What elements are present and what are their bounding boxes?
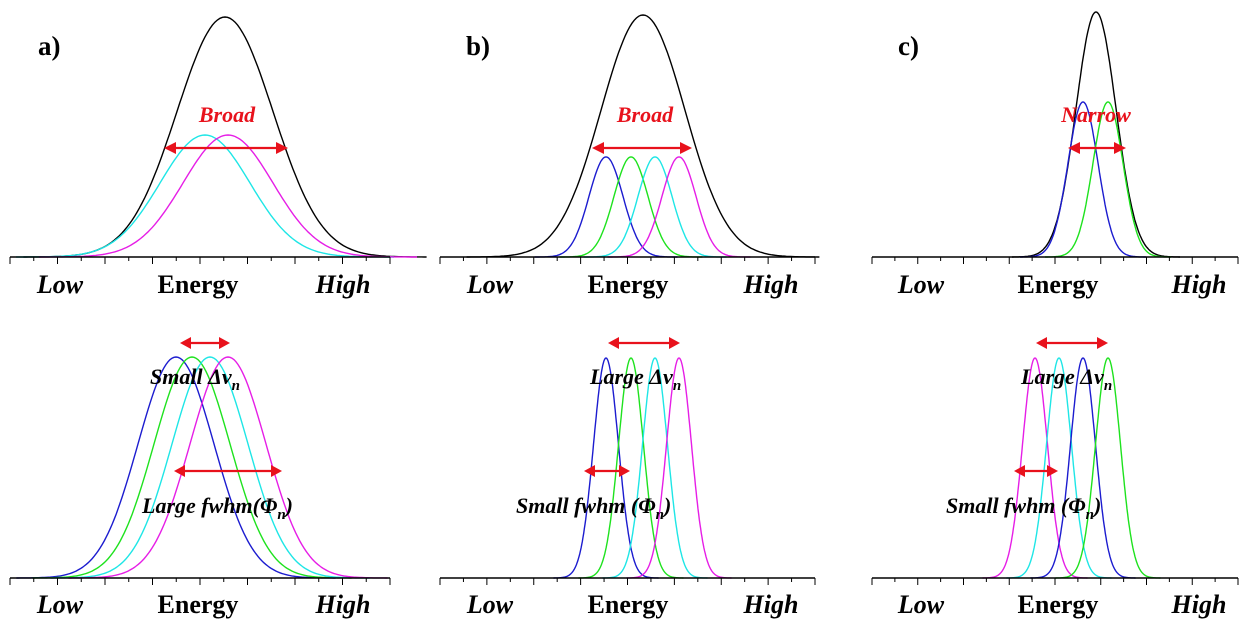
blue-curve — [534, 156, 678, 258]
envelope-curve — [1012, 11, 1180, 258]
panel-c-top-plot: Narrow Low Energy High — [871, 11, 1239, 299]
panel-c-letter: c) — [898, 31, 919, 61]
envelope-curve — [466, 14, 820, 258]
narrow-label: Narrow — [1060, 102, 1131, 127]
large-fwhm-label: Large fwhm(Φn) — [141, 493, 293, 523]
large-delta-v-label: Large Δvn — [1020, 364, 1112, 394]
broad-label: Broad — [616, 102, 674, 127]
panel-a-top-plot: Broad Low Energy High — [9, 16, 427, 299]
small-fwhm-label: Small fwhm (Φn) — [516, 493, 671, 523]
axis-low-label: Low — [897, 590, 945, 619]
axis-ticks — [871, 578, 1239, 585]
broad-arrow — [164, 142, 288, 154]
green-curve — [1055, 357, 1161, 579]
blue-curve — [1030, 357, 1136, 579]
blue-curve — [553, 357, 659, 579]
panel-b-top-plot: Broad Low Energy High — [439, 14, 820, 299]
magenta-curve — [607, 156, 751, 258]
panel-c-bottom-plot: Large Δvn Small fwhm (Φn) Low Energy Hig… — [871, 337, 1239, 619]
axis-ticks — [439, 257, 816, 264]
axis-energy-label: Energy — [158, 270, 239, 299]
panel-a-letter: a) — [38, 31, 61, 61]
fwhm-arrow — [174, 465, 282, 477]
fwhm-arrow — [1014, 465, 1058, 477]
magenta-curve — [39, 134, 417, 258]
axis-ticks — [871, 257, 1239, 264]
axis-low-label: Low — [466, 270, 514, 299]
panel-c: c) Narrow Low Energy High — [871, 11, 1239, 619]
cyan-curve — [1006, 357, 1112, 579]
envelope-curve — [23, 16, 427, 258]
axis-energy-label: Energy — [158, 590, 239, 619]
green-curve — [559, 156, 703, 258]
small-fwhm-label: Small fwhm (Φn) — [946, 493, 1101, 523]
panel-a-bottom-plot: Small Δvn Large fwhm(Φn) Low Energy High — [9, 337, 391, 619]
cyan-curve — [16, 134, 394, 258]
panel-b: b) Broad Low Energy High — [439, 14, 820, 619]
cyan-curve — [583, 156, 727, 258]
cyan-curve — [50, 356, 370, 579]
large-delta-v-label: Large Δvn — [589, 364, 681, 394]
axis-low-label: Low — [36, 270, 84, 299]
axis-high-label: High — [1171, 590, 1227, 619]
cyan-curve — [602, 357, 708, 579]
magenta-curve — [626, 357, 732, 579]
axis-low-label: Low — [897, 270, 945, 299]
green-curve — [1045, 101, 1171, 258]
blue-curve — [16, 356, 336, 579]
magenta-curve — [68, 356, 388, 579]
axis-energy-label: Energy — [1018, 590, 1099, 619]
green-curve — [578, 357, 684, 579]
axis-energy-label: Energy — [588, 270, 669, 299]
broad-label: Broad — [198, 102, 256, 127]
axis-low-label: Low — [466, 590, 514, 619]
axis-ticks — [9, 578, 391, 585]
green-curve — [32, 356, 352, 579]
axis-energy-label: Energy — [1018, 270, 1099, 299]
axis-ticks — [439, 578, 816, 585]
delta-v-arrow — [608, 337, 680, 349]
broad-arrow — [592, 142, 692, 154]
delta-v-arrow — [1036, 337, 1108, 349]
axis-high-label: High — [743, 590, 799, 619]
panel-a: a) Broad Low Energy High — [9, 16, 427, 619]
axis-high-label: High — [1171, 270, 1227, 299]
narrow-arrow — [1068, 142, 1126, 154]
fwhm-arrow — [584, 465, 630, 477]
delta-v-arrow — [180, 337, 230, 349]
small-delta-v-label: Small Δvn — [150, 364, 240, 394]
panel-b-letter: b) — [466, 31, 490, 61]
axis-energy-label: Energy — [588, 590, 669, 619]
axis-low-label: Low — [36, 590, 84, 619]
panel-b-bottom-plot: Large Δvn Small fwhm (Φn) Low Energy Hig… — [439, 337, 816, 619]
axis-high-label: High — [743, 270, 799, 299]
axis-high-label: High — [315, 590, 371, 619]
blue-curve — [1020, 101, 1146, 258]
axis-high-label: High — [315, 270, 371, 299]
axis-ticks — [9, 257, 391, 264]
magenta-curve — [982, 357, 1088, 579]
